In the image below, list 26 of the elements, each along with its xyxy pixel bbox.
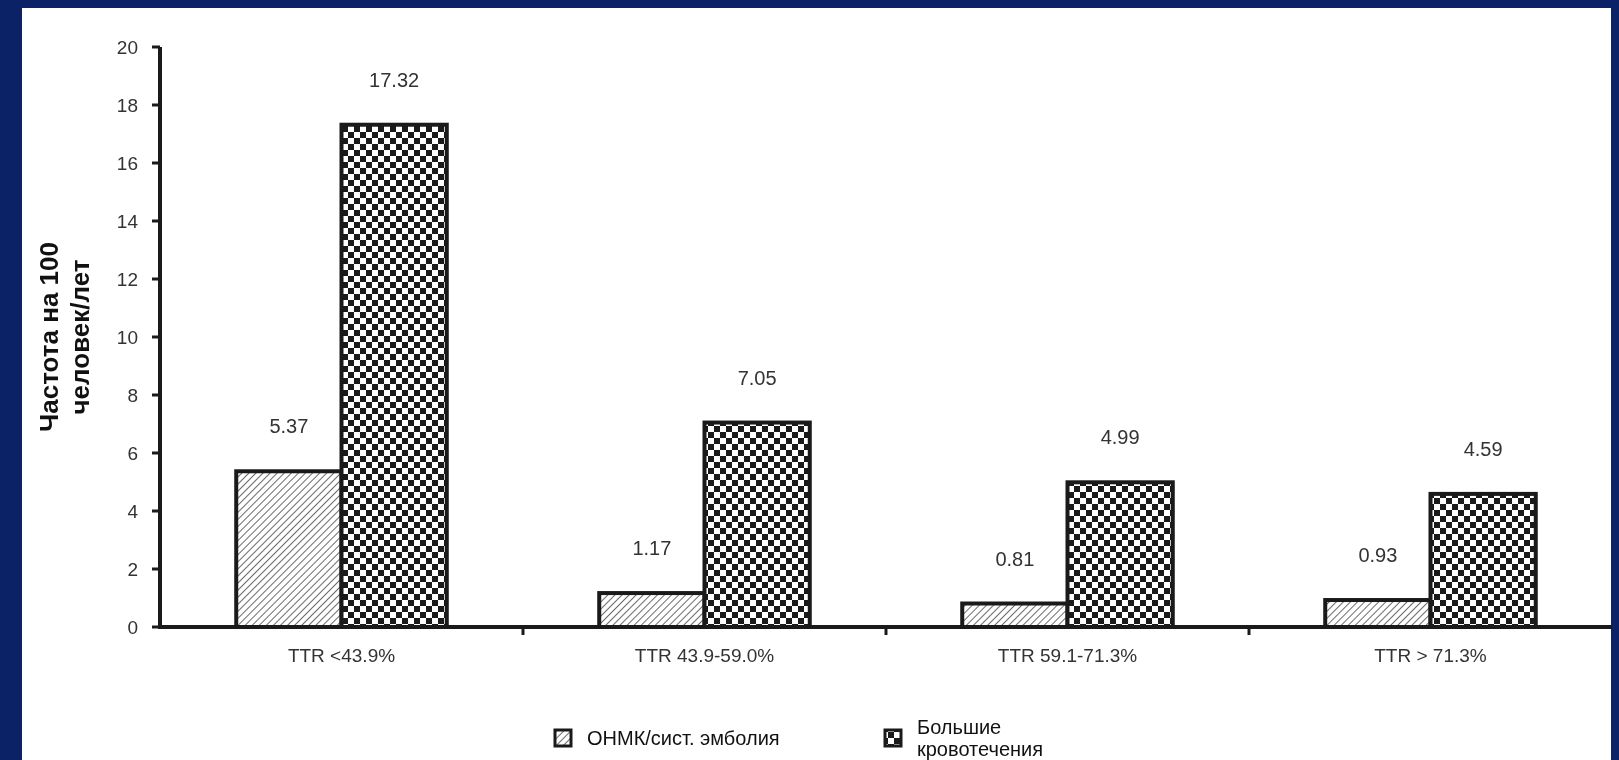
data-label: 1.17	[632, 537, 672, 560]
y-tick-label: 16	[116, 152, 138, 174]
data-label: 5.37	[269, 415, 309, 438]
data-label: 0.93	[1358, 544, 1398, 567]
x-tick-label: TTR > 71.3%	[1374, 645, 1487, 666]
x-tick-label: TTR 59.1-71.3%	[997, 645, 1138, 666]
y-tick-label: 8	[127, 384, 138, 406]
legend-label: ОНМК/сист. эмболия	[587, 727, 780, 749]
data-label: 7.05	[737, 366, 777, 389]
x-tick-label: TTR 43.9-59.0%	[634, 645, 775, 666]
y-tick-label: 10	[116, 326, 138, 348]
y-tick-label: 6	[127, 442, 138, 464]
y-tick-label: 12	[116, 268, 138, 290]
y-tick-label: 14	[116, 210, 139, 232]
y-tick-label: 18	[116, 94, 138, 116]
y-tick-label: 4	[127, 500, 139, 522]
x-tick-label: TTR <43.9%	[287, 645, 396, 666]
y-axis-title: Частота на 100 человек/лет	[34, 242, 95, 432]
y-tick-label: 20	[116, 36, 138, 58]
y-tick-label: 0	[127, 616, 138, 638]
data-label: 17.32	[369, 68, 420, 91]
data-label: 4.99	[1100, 426, 1140, 449]
y-tick-label: 2	[127, 558, 138, 580]
legend-label: Большие кровотечения	[917, 716, 1044, 760]
data-label: 4.59	[1463, 437, 1503, 460]
data-label: 0.81	[995, 547, 1035, 570]
